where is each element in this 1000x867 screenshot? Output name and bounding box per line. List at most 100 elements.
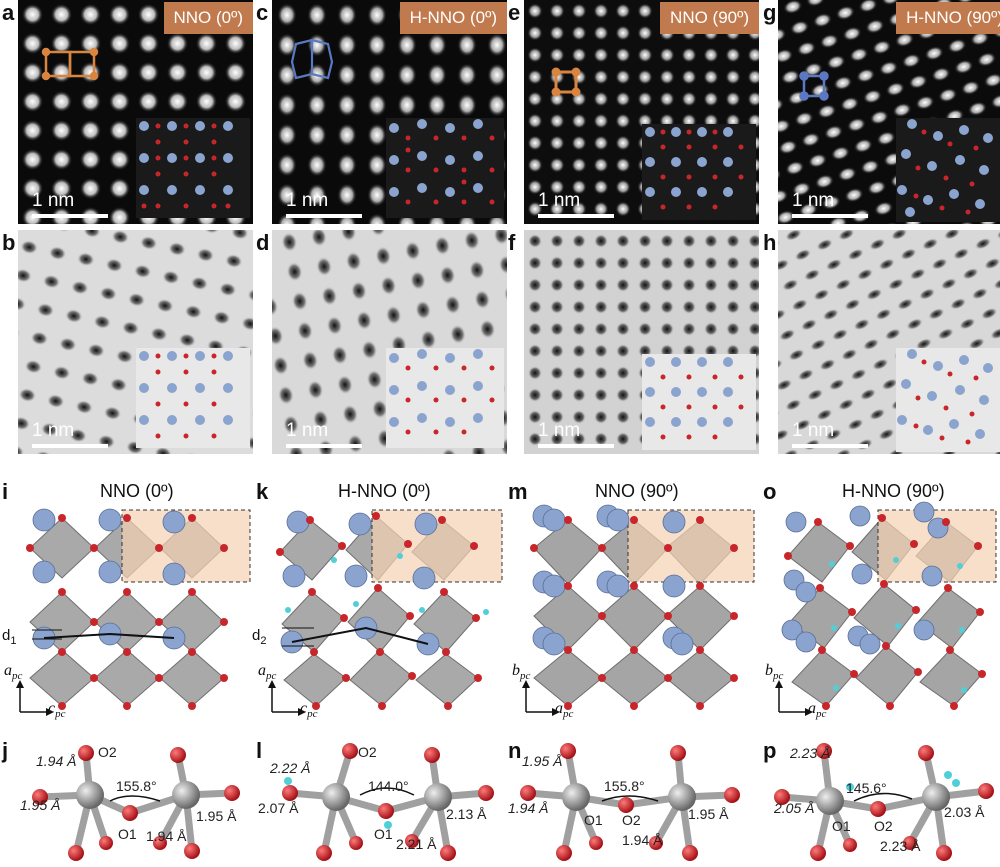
abf-image-nno-90: 1 nm — [524, 230, 759, 454]
oxygen-label-o2: O2 — [98, 744, 117, 760]
bond-angle-label: 144.0° — [368, 778, 409, 794]
bond-label: 1.95 Å — [522, 753, 563, 769]
axis-horizontal-i: cpc — [48, 700, 66, 721]
axis-arrows-o — [775, 680, 813, 716]
bond-label: 2.07 Å — [258, 800, 299, 816]
bond-label: 1.94 Å — [146, 828, 187, 844]
bond-label: 2.22 Å — [270, 760, 311, 776]
axis-vertical-i: apc — [4, 662, 23, 683]
abf-image-hnno-0: 1 nm — [272, 230, 507, 454]
oxygen-label-o1: O1 — [118, 826, 137, 842]
haadf-image-hnno-90: H-NNO (90º) 1 nm — [778, 0, 1000, 224]
crystal-structure-nno-0 — [26, 508, 251, 710]
bond-label: 2.03 Å — [944, 804, 985, 820]
abf-image-nno-0: 1 nm — [18, 230, 253, 454]
panel-label-o: o — [763, 479, 777, 504]
bond-angle-label: 155.8° — [116, 778, 157, 794]
nno-unit-marker — [551, 67, 581, 97]
panel-tag: NNO (90º) — [660, 2, 759, 34]
axis-arrows-k — [268, 680, 306, 716]
scale-bar: 1 nm — [32, 420, 108, 448]
bond-label: 2.23 Å — [880, 838, 921, 854]
bond-angle-label: 155.8° — [604, 778, 645, 794]
panel-label-a: a — [2, 0, 15, 25]
axis-vertical-o: bpc — [765, 662, 784, 683]
scale-bar: 1 nm — [538, 190, 614, 218]
panel-label-n: n — [508, 738, 522, 763]
bond-geometry-n — [520, 743, 740, 861]
structure-overlay — [642, 124, 756, 220]
scale-bar: 1 nm — [792, 190, 868, 218]
bond-label: 2.13 Å — [446, 806, 487, 822]
panel-tag: NNO (0º) — [163, 2, 253, 34]
panel-label-b: b — [2, 230, 16, 255]
structure-overlay — [896, 348, 1000, 452]
abf-image-hnno-90: 1 nm — [778, 230, 1000, 454]
panel-label-d: d — [256, 230, 270, 255]
panel-label-k: k — [256, 479, 269, 504]
scale-bar: 1 nm — [32, 190, 108, 218]
bond-label: 1.94 Å — [622, 832, 663, 848]
panel-label-i: i — [2, 479, 9, 504]
axis-horizontal-k: cpc — [300, 700, 318, 721]
scale-bar: 1 nm — [792, 420, 868, 448]
bond-geometry-p — [774, 743, 994, 861]
panel-label-c: c — [256, 0, 269, 25]
haadf-image-nno-90: NNO (90º) 1 nm — [524, 0, 759, 224]
structure-title-k: H-NNO (0º) — [338, 481, 431, 501]
oxygen-label-o2: O2 — [874, 818, 893, 834]
bond-label: 1.95 Å — [196, 808, 237, 824]
panel-label-g: g — [763, 0, 777, 25]
panel-tag: H-NNO (90º) — [896, 2, 1000, 34]
d2-label: d2 — [252, 627, 267, 647]
scale-bar: 1 nm — [538, 420, 614, 448]
axis-arrows-i — [16, 680, 54, 716]
crystal-structure-hnno-0 — [276, 509, 503, 710]
bond-geometry-l — [282, 743, 494, 861]
d1-label: d1 — [2, 627, 17, 647]
axis-arrows-m — [522, 680, 560, 716]
panel-label-f: f — [508, 230, 516, 255]
structure-title-o: H-NNO (90º) — [842, 481, 945, 501]
oxygen-label-o1: O1 — [374, 826, 393, 842]
panel-label-e: e — [508, 0, 521, 25]
bond-label: 2.21 Å — [396, 836, 437, 852]
bond-label: 1.94 Å — [508, 800, 549, 816]
structure-overlay — [386, 348, 504, 448]
haadf-image-nno-0: NNO (0º) 1 nm — [18, 0, 253, 224]
structure-overlay — [642, 354, 756, 450]
nno-unit-marker — [41, 47, 99, 81]
oxygen-label-o2: O2 — [358, 744, 377, 760]
oxygen-label-o1: O1 — [584, 812, 603, 828]
hnno-unit-marker — [799, 71, 829, 101]
scale-bar: 1 nm — [286, 420, 362, 448]
panel-label-h: h — [763, 230, 777, 255]
oxygen-label-o1: O1 — [832, 818, 851, 834]
axis-horizontal-o: apc — [808, 700, 827, 721]
structure-title-m: NNO (90º) — [595, 481, 679, 501]
bond-label: 1.94 Å — [36, 753, 77, 769]
axis-vertical-k: apc — [258, 662, 277, 683]
structure-overlay — [386, 118, 504, 218]
hnno-unit-marker — [290, 38, 334, 80]
crystal-structure-hnno-90 — [781, 501, 997, 710]
structure-title-i: NNO (0º) — [100, 481, 174, 501]
structure-overlay — [896, 118, 1000, 222]
panel-label-p: p — [763, 738, 777, 763]
panel-tag: H-NNO (0º) — [399, 2, 507, 34]
bond-angle-label: 145.6° — [846, 780, 887, 796]
bond-label: 2.05 Å — [774, 800, 815, 816]
structure-overlay — [136, 348, 250, 448]
oxygen-label-o2: O2 — [622, 812, 641, 828]
bond-label: 1.95 Å — [688, 806, 729, 822]
structure-overlay — [136, 118, 250, 218]
haadf-image-hnno-0: H-NNO (0º) 1 nm — [272, 0, 507, 224]
panel-label-m: m — [508, 479, 528, 504]
crystal-structure-nno-90 — [530, 504, 755, 710]
bond-label: 1.95 Å — [20, 797, 61, 813]
bond-geometry-j — [32, 745, 240, 861]
axis-vertical-m: bpc — [512, 662, 531, 683]
panel-label-j: j — [2, 738, 9, 763]
bond-label: 2.23 Å — [790, 745, 831, 761]
panel-label-l: l — [256, 738, 263, 763]
